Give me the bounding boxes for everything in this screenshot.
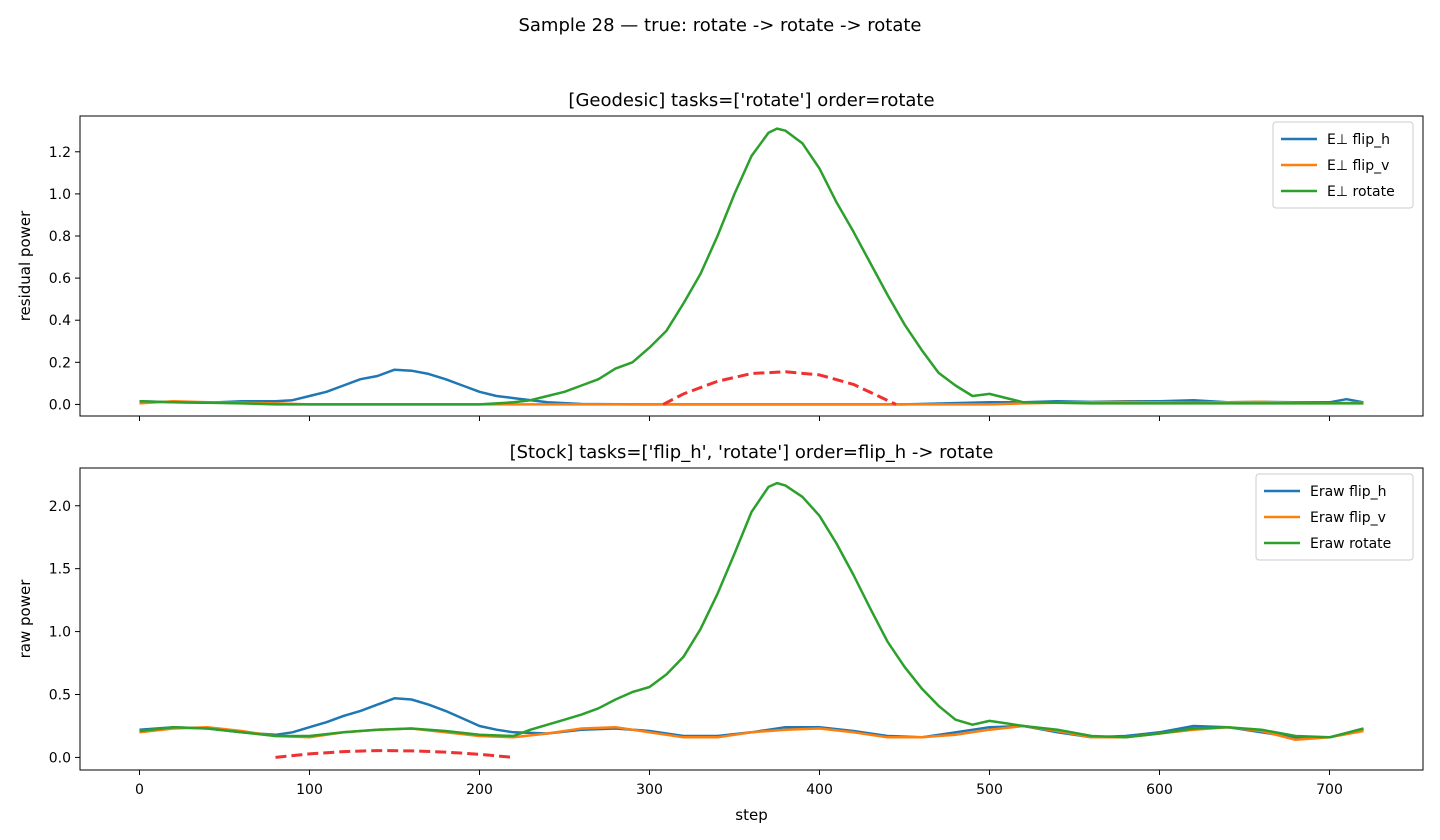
axes-frame [79,115,1424,417]
y-tick-label: 0.6 [49,271,71,287]
x-tick-label: 600 [1146,782,1173,798]
figure-title: Sample 28 — true: rotate -> rotate -> ro… [518,15,921,36]
stock-panel: [Stock] tasks=['flip_h', 'rotate'] order… [16,442,1424,824]
legend-box [1255,473,1414,561]
legend-label: Eraw flip_v [1310,510,1386,526]
y-axis-label: raw power [16,579,34,659]
legend-label: Eraw rotate [1310,536,1391,552]
panel-title: [Stock] tasks=['flip_h', 'rotate'] order… [510,442,994,463]
y-tick-label: 0.0 [49,397,71,413]
legend-label: E⊥ flip_h [1327,132,1390,148]
geodesic-panel: [Geodesic] tasks=['rotate'] order=rotate… [16,90,1424,421]
x-tick-label: 100 [296,782,323,798]
legend: Eraw flip_h Eraw flip_v Eraw rotate [1255,473,1414,561]
y-tick-label: 1.5 [49,562,71,578]
y-tick-label: 0.2 [49,355,71,371]
legend-label: E⊥ flip_v [1327,158,1389,174]
legend-box [1272,121,1414,209]
x-axis-label: step [735,806,767,824]
highlight-curve [275,749,514,759]
y-tick-label: 1.2 [49,145,71,161]
y-tick-label: 0.0 [49,750,71,766]
y-axis-label: residual power [16,210,34,321]
y-tick-label: 1.0 [49,625,71,641]
highlight-curve [662,370,897,406]
x-tick-label: 700 [1316,782,1343,798]
x-tick-label: 400 [806,782,833,798]
series-line-e-flip-h [139,368,1364,406]
x-tick-label: 500 [976,782,1003,798]
legend: E⊥ flip_h E⊥ flip_v E⊥ rotate [1272,121,1414,209]
series-line-e-rotate [139,127,1364,406]
x-tick-label: 300 [636,782,663,798]
panel-title: [Geodesic] tasks=['rotate'] order=rotate [568,90,934,111]
x-tick-label: 200 [466,782,493,798]
y-tick-label: 0.5 [49,688,71,704]
y-tick-label: 0.8 [49,229,71,245]
series-line-eraw-rotate [139,481,1364,739]
y-tick-label: 0.4 [49,313,71,329]
y-tick-label: 1.0 [49,187,71,203]
legend-label: Eraw flip_h [1310,484,1387,500]
axes-frame [79,467,1424,771]
legend-label: E⊥ rotate [1327,184,1395,200]
x-tick-label: 0 [135,782,144,798]
y-tick-label: 2.0 [49,499,71,515]
